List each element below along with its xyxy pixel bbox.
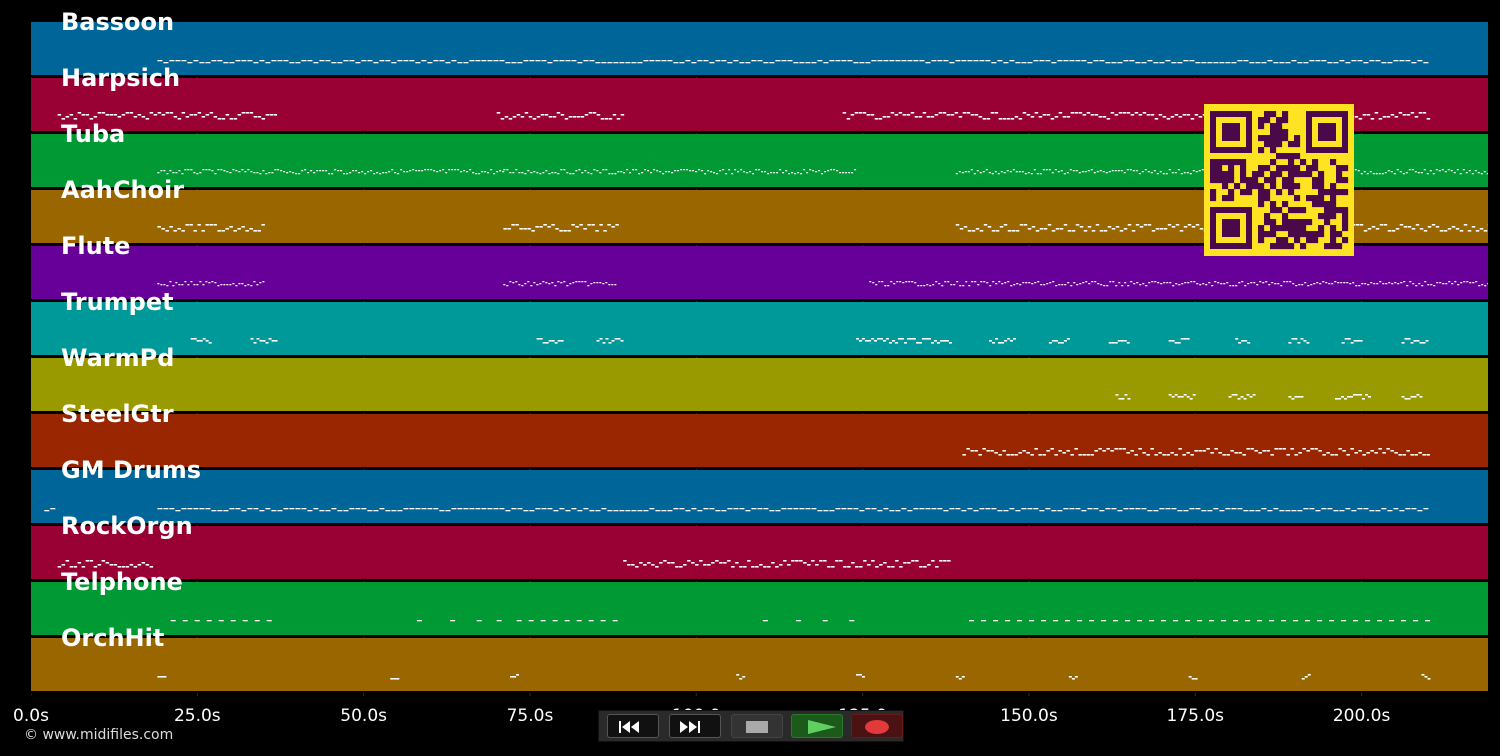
- note-segment: [496, 112, 625, 120]
- note-segment: [503, 224, 619, 232]
- note-segment: [1115, 394, 1131, 400]
- note-segment: [190, 338, 212, 344]
- note-segment: [596, 338, 624, 344]
- time-tick-label: 175.0s: [1166, 706, 1225, 726]
- note-segment: [1421, 674, 1431, 680]
- note-segment: [57, 112, 278, 120]
- note-segment: [1301, 674, 1311, 680]
- note-segment: [1288, 396, 1304, 400]
- stop-button[interactable]: [731, 714, 783, 738]
- note-segment: [44, 508, 56, 512]
- note-segment: [855, 674, 865, 678]
- note-segment: [157, 508, 1429, 512]
- note-segment: [1228, 394, 1256, 400]
- note-segment: [1235, 338, 1251, 344]
- note-segment: [1334, 394, 1371, 400]
- track-row[interactable]: Trumpet: [31, 288, 1488, 357]
- note-segment: [277, 169, 505, 175]
- track-name: GM Drums: [61, 456, 202, 484]
- transport-bar: [598, 710, 904, 742]
- track-row[interactable]: GM Drums: [31, 456, 1488, 525]
- note-segment: [849, 620, 855, 622]
- note-segment: [869, 281, 1488, 287]
- note-segment: [157, 60, 1429, 64]
- note-segment: [496, 620, 502, 622]
- note-segment: [157, 169, 277, 175]
- note-segment: [157, 281, 265, 287]
- track-row[interactable]: WarmPd: [31, 344, 1488, 413]
- play-button[interactable]: [791, 714, 843, 738]
- fast-forward-icon: [680, 721, 700, 733]
- time-tick-label: 25.0s: [173, 706, 221, 726]
- note-segment: [157, 224, 265, 232]
- track-name: Bassoon: [61, 8, 175, 36]
- note-segment: [762, 620, 768, 622]
- track-row[interactable]: Telphone: [31, 568, 1488, 637]
- record-icon: [865, 720, 889, 734]
- play-icon: [808, 720, 836, 734]
- note-segment: [955, 676, 965, 680]
- track-name: Telphone: [61, 568, 183, 596]
- track-name: RockOrgn: [61, 512, 193, 540]
- track-name: AahChoir: [61, 176, 185, 204]
- fast-forward-button[interactable]: [669, 714, 721, 738]
- note-segment: [1288, 338, 1310, 344]
- rewind-icon: [619, 721, 639, 733]
- track-row[interactable]: SteelGtr: [31, 400, 1488, 469]
- note-segment: [536, 338, 564, 344]
- note-segment: [476, 620, 482, 622]
- note-segment: [503, 281, 617, 287]
- note-segment: [969, 620, 1431, 622]
- note-segment: [623, 560, 951, 568]
- track-name: SteelGtr: [61, 400, 174, 428]
- note-segment: [1168, 338, 1190, 344]
- qr-code-icon: [1204, 104, 1354, 256]
- note-segment: [450, 620, 456, 622]
- time-tick-label: 0.0s: [13, 706, 49, 726]
- note-segment: [503, 169, 623, 175]
- note-segment: [1188, 676, 1198, 680]
- time-tick-label: 150.0s: [1000, 706, 1058, 726]
- note-segment: [989, 338, 1017, 344]
- note-segment: [962, 448, 1430, 456]
- note-segment: [822, 620, 828, 622]
- note-segment: [416, 620, 422, 622]
- note-segment: [250, 338, 278, 344]
- note-segment: [736, 674, 746, 680]
- track-name: Harpsich: [61, 64, 181, 92]
- note-segment: [57, 560, 154, 568]
- note-segment: [1401, 394, 1423, 400]
- note-segment: [390, 678, 400, 680]
- time-tick-label: 200.0s: [1332, 706, 1391, 726]
- note-segment: [170, 620, 272, 622]
- record-button[interactable]: [851, 714, 903, 738]
- note-segment: [855, 338, 952, 344]
- track-row[interactable]: OrchHit: [31, 624, 1488, 693]
- note-segment: [1048, 338, 1070, 344]
- note-segment: [157, 676, 167, 678]
- time-tick-label: 75.0s: [506, 706, 554, 726]
- note-segment: [1108, 340, 1130, 344]
- note-segment: [796, 620, 802, 622]
- track-row[interactable]: RockOrgn: [31, 512, 1488, 581]
- copyright-text: © www.midifiles.com: [24, 727, 174, 743]
- track-row[interactable]: Bassoon: [31, 8, 1488, 77]
- note-segment: [1401, 338, 1429, 344]
- stop-icon: [746, 721, 768, 733]
- time-tick-label: 50.0s: [340, 706, 387, 726]
- note-segment: [623, 169, 857, 175]
- note-segment: [1168, 394, 1196, 400]
- note-segment: [510, 674, 520, 678]
- note-segment: [1341, 338, 1363, 344]
- track-name: WarmPd: [61, 344, 175, 372]
- rewind-button[interactable]: [607, 714, 659, 738]
- track-name: Flute: [61, 232, 131, 260]
- track-name: Tuba: [61, 120, 126, 148]
- track-name: Trumpet: [61, 288, 174, 316]
- note-segment: [516, 620, 618, 622]
- note-segment: [1068, 676, 1078, 680]
- track-name: OrchHit: [61, 624, 165, 652]
